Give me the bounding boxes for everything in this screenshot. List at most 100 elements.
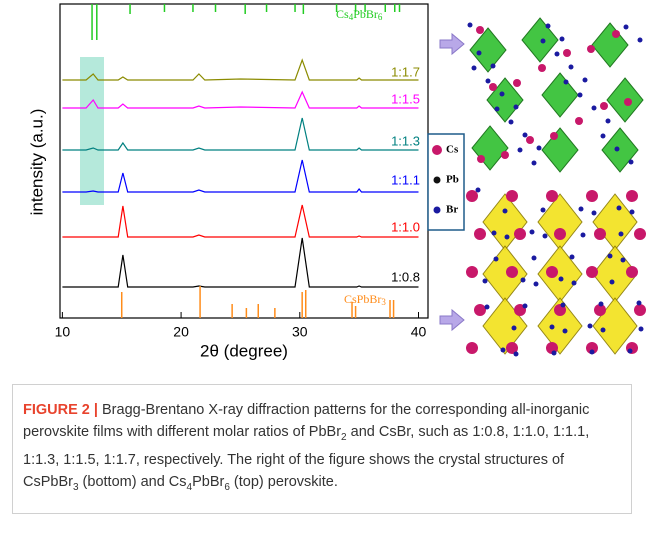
atom bbox=[554, 228, 566, 240]
x-axis-label: 2θ (degree) bbox=[200, 341, 288, 360]
atom bbox=[586, 266, 598, 278]
legend-marker bbox=[432, 145, 442, 155]
atom bbox=[608, 254, 613, 259]
atom bbox=[570, 255, 575, 260]
atom bbox=[474, 228, 486, 240]
highlight bbox=[80, 57, 104, 205]
atom bbox=[505, 235, 510, 240]
series-label: 1:1.7 bbox=[391, 64, 420, 79]
atom bbox=[590, 350, 595, 355]
atom bbox=[621, 258, 626, 263]
atom bbox=[638, 38, 643, 43]
atom bbox=[594, 228, 606, 240]
atom bbox=[626, 266, 638, 278]
octahedron bbox=[538, 194, 582, 250]
reference-label: CsPbBr3 bbox=[344, 292, 386, 307]
octahedron bbox=[593, 194, 637, 250]
atom bbox=[506, 190, 518, 202]
caption-label: FIGURE 2 | bbox=[23, 402, 98, 418]
atom bbox=[606, 119, 611, 124]
atom bbox=[521, 278, 526, 283]
atom bbox=[626, 190, 638, 202]
atom bbox=[472, 66, 477, 71]
atom bbox=[561, 303, 566, 308]
atom bbox=[624, 25, 629, 30]
atom bbox=[610, 280, 615, 285]
atom bbox=[583, 78, 588, 83]
series-line bbox=[62, 238, 418, 287]
atom bbox=[518, 148, 523, 153]
atom bbox=[587, 45, 595, 53]
y-axis-label: intensity (a.u.) bbox=[27, 109, 46, 216]
series-line bbox=[62, 60, 418, 80]
legend-marker bbox=[434, 177, 441, 184]
atom bbox=[555, 52, 560, 57]
atom bbox=[523, 304, 528, 309]
x-tick-label: 10 bbox=[55, 324, 71, 340]
octahedron bbox=[538, 246, 582, 302]
atom bbox=[503, 209, 508, 214]
octahedron bbox=[472, 126, 508, 170]
atom bbox=[486, 79, 491, 84]
atom bbox=[592, 211, 597, 216]
atom bbox=[634, 228, 646, 240]
atom bbox=[579, 207, 584, 212]
atom bbox=[532, 161, 537, 166]
caption-text: Bragg-Brentano X-ray diffraction pattern… bbox=[23, 402, 589, 490]
reference-label: Cs4PbBr6 bbox=[336, 7, 383, 22]
caption-part: (top) perovskite. bbox=[230, 474, 338, 490]
atom bbox=[495, 107, 500, 112]
atom bbox=[506, 266, 518, 278]
atom bbox=[476, 188, 481, 193]
atom bbox=[541, 208, 546, 213]
atom bbox=[468, 23, 473, 28]
atom bbox=[634, 304, 646, 316]
octahedron bbox=[592, 23, 628, 67]
series-line bbox=[62, 160, 418, 192]
octahedron bbox=[483, 194, 527, 250]
atom bbox=[514, 352, 519, 357]
page: 2θ (degree) intensity (a.u.) 102030401:1… bbox=[0, 0, 654, 533]
atom bbox=[476, 26, 484, 34]
atom bbox=[501, 151, 509, 159]
atom bbox=[559, 277, 564, 282]
series-label: 1:0.8 bbox=[391, 269, 420, 284]
atom bbox=[569, 65, 574, 70]
caption-part: PbBr bbox=[192, 474, 224, 490]
octahedron bbox=[542, 73, 578, 117]
atom bbox=[526, 136, 534, 144]
octahedron bbox=[470, 28, 506, 72]
atom bbox=[560, 37, 565, 42]
atom bbox=[466, 266, 478, 278]
atom bbox=[581, 233, 586, 238]
atom bbox=[612, 30, 620, 38]
atom bbox=[514, 105, 519, 110]
legend-label: Cs bbox=[446, 144, 459, 156]
atom bbox=[477, 155, 485, 163]
atom bbox=[466, 190, 478, 202]
atom bbox=[628, 349, 633, 354]
atom bbox=[629, 160, 634, 165]
atom bbox=[523, 133, 528, 138]
x-tick-label: 40 bbox=[411, 324, 427, 340]
atom bbox=[563, 49, 571, 57]
atom bbox=[550, 325, 555, 330]
atom bbox=[546, 266, 558, 278]
atom bbox=[550, 132, 558, 140]
atom bbox=[474, 304, 486, 316]
atom bbox=[546, 24, 551, 29]
atom bbox=[491, 64, 496, 69]
atom bbox=[601, 328, 606, 333]
octahedron bbox=[542, 128, 578, 172]
crystal-structures bbox=[466, 18, 646, 357]
octahedron bbox=[483, 246, 527, 302]
atom bbox=[630, 210, 635, 215]
series-label: 1:1.3 bbox=[391, 133, 420, 148]
atom bbox=[513, 79, 521, 87]
atom bbox=[538, 64, 546, 72]
caption-part: (bottom) and Cs bbox=[79, 474, 187, 490]
legend-label: Br bbox=[446, 204, 458, 216]
atom bbox=[543, 234, 548, 239]
atom bbox=[530, 230, 535, 235]
series-line bbox=[62, 205, 418, 237]
